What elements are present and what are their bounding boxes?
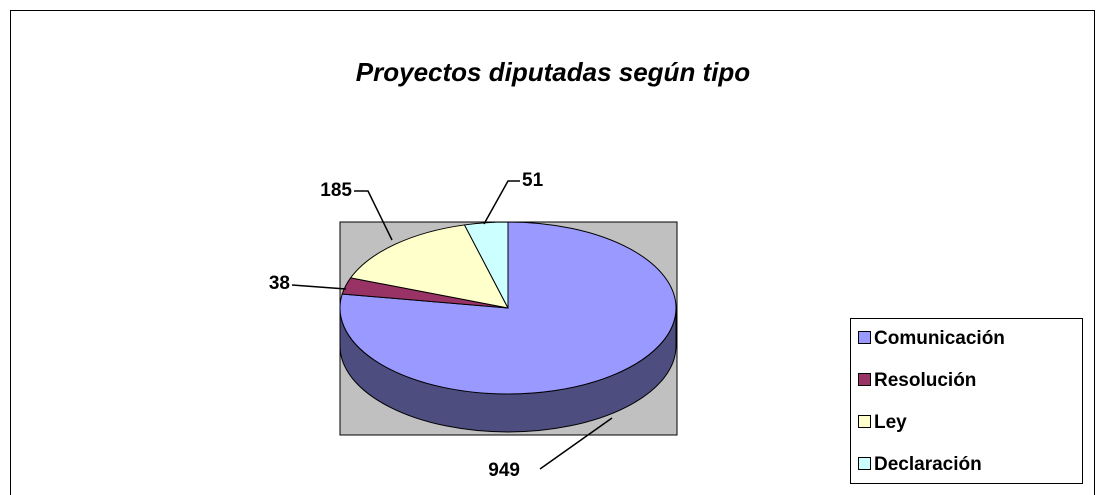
data-label: 51: [522, 170, 544, 191]
legend-label: Declaración: [874, 454, 982, 475]
legend-swatch: [858, 331, 871, 344]
legend-swatch: [858, 457, 871, 470]
legend-label: Ley: [874, 412, 907, 433]
data-label: 185: [320, 180, 352, 201]
legend: [850, 318, 1083, 484]
data-label: 38: [269, 273, 290, 294]
leader-line: [354, 190, 393, 241]
leader-line: [483, 180, 520, 225]
leader-line: [291, 284, 347, 290]
pie-slice: [349, 224, 509, 309]
legend-swatch: [858, 415, 871, 428]
leader-line: [539, 417, 613, 470]
pie-slice: [463, 221, 509, 309]
legend-swatch: [858, 373, 871, 386]
data-label: 949: [488, 460, 520, 481]
legend-label: Comunicación: [874, 328, 1005, 349]
legend-label: Resolución: [874, 370, 976, 391]
chart-title: Proyectos diputadas según tipo: [356, 57, 751, 87]
